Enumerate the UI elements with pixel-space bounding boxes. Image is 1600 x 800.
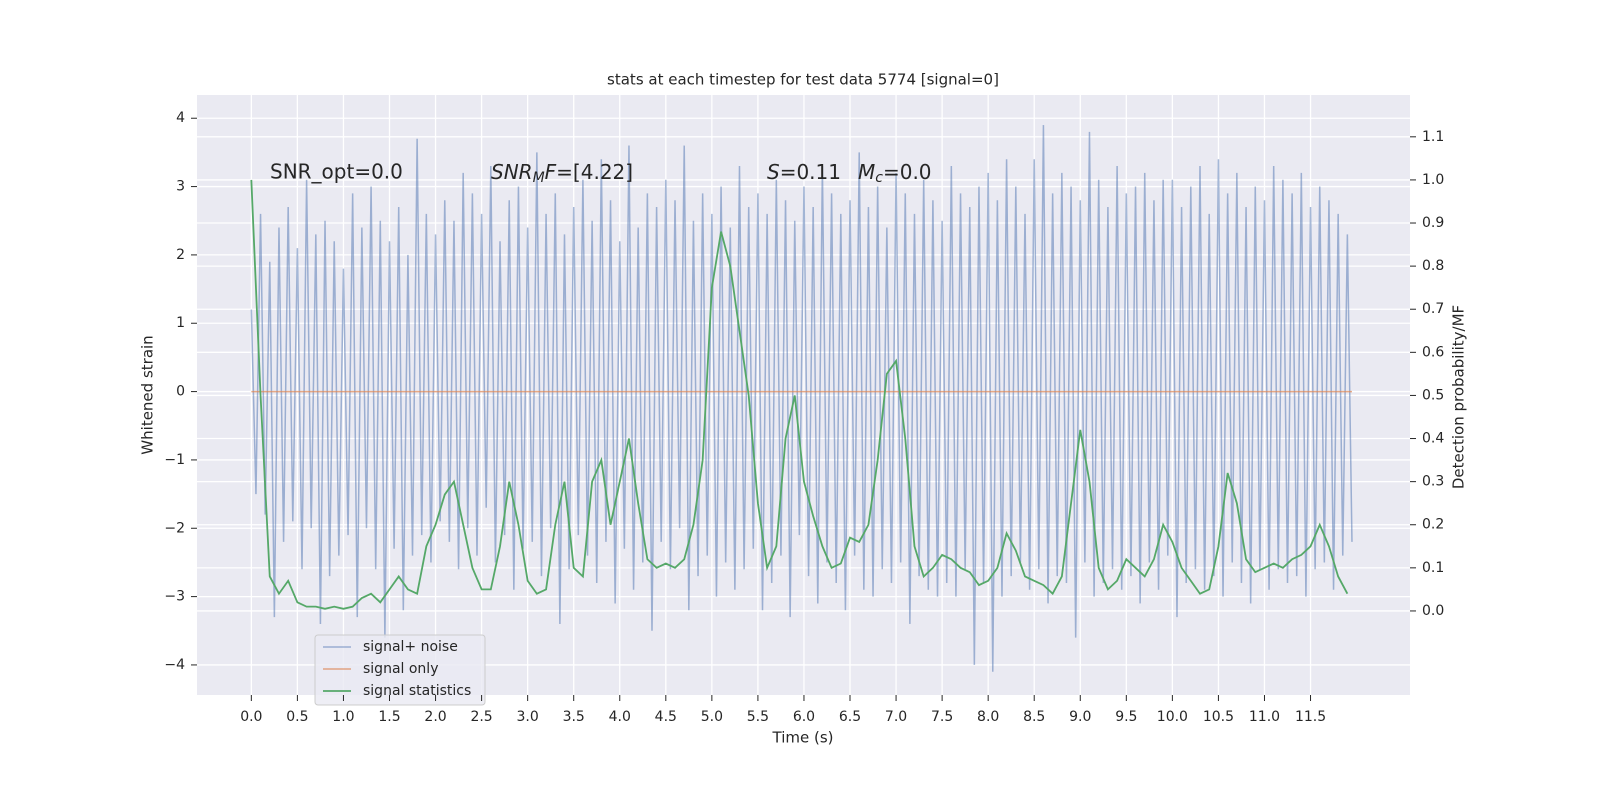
legend-label: signal statistics — [363, 683, 471, 699]
y2-tick-label: 0.4 — [1422, 431, 1444, 447]
y-tick-label: −4 — [164, 657, 185, 673]
legend-label: signal+ noise — [363, 639, 458, 655]
y2-tick-label: 0.3 — [1422, 474, 1444, 490]
annotation: SNRMF=[4.22] — [491, 160, 633, 187]
y-tick-label: 0 — [176, 384, 185, 400]
x-tick-label: 4.0 — [609, 709, 631, 725]
y2-tick-label: 0.6 — [1422, 344, 1444, 360]
x-tick-label: 7.0 — [885, 709, 907, 725]
legend-label: signal only — [363, 661, 438, 677]
y2-tick-label: 0.8 — [1422, 258, 1444, 274]
series-line — [250, 125, 1353, 672]
x-tick-label: 7.5 — [931, 709, 953, 725]
y2-axis-label: Detection probability/MF — [1450, 305, 1468, 489]
annotation-part: F — [545, 160, 557, 184]
y2-tick-label: 1.0 — [1422, 172, 1444, 188]
annotation-part: S — [767, 160, 780, 184]
x-tick-label: 8.0 — [977, 709, 999, 725]
x-tick-label: 2.5 — [470, 709, 492, 725]
annotation-part: M — [858, 160, 875, 184]
legend: signal+ noise signal only signal statistic… — [314, 634, 486, 706]
annotation-part: c — [875, 170, 883, 186]
x-tick-label: 5.5 — [747, 709, 769, 725]
x-axis-label: Time (s) — [772, 729, 834, 747]
x-tick-label: 6.5 — [839, 709, 861, 725]
x-tick-label: 11.5 — [1295, 709, 1326, 725]
annotation-part: SNR — [491, 160, 533, 184]
y2-tick-label: 0.1 — [1422, 560, 1444, 576]
y-tick-label: −1 — [164, 452, 185, 468]
annotations: SNR_opt=0.0 SNRMF=[4.22] S=0.11 Mc=0.0 — [270, 160, 932, 187]
x-tick-label: 0.5 — [286, 709, 308, 725]
x-tick-label: 0.0 — [240, 709, 262, 725]
y-tick-label: 1 — [176, 315, 185, 331]
y2-tick-label: 0.2 — [1422, 517, 1444, 533]
x-tick-label: 10.5 — [1203, 709, 1234, 725]
x-tick-label: 6.0 — [793, 709, 815, 725]
y2-tick-label: 0.0 — [1422, 603, 1444, 619]
legend-box — [314, 634, 486, 706]
annotation: SNR_opt=0.0 — [270, 160, 403, 184]
annotation-part: =0.11 — [780, 160, 841, 184]
annotation-part: =[4.22] — [556, 160, 633, 184]
series-line — [250, 179, 1349, 610]
y-tick-label: −3 — [164, 589, 185, 605]
x-tick-label: 10.0 — [1157, 709, 1188, 725]
x-tick-label: 5.0 — [701, 709, 723, 725]
x-tick-label: 3.0 — [517, 709, 539, 725]
y2-tick-label: 1.1 — [1422, 129, 1444, 145]
x-tick-label: 9.0 — [1069, 709, 1091, 725]
y2-tick-label: 0.7 — [1422, 301, 1444, 317]
annotation-part: =0.0 — [883, 160, 932, 184]
y-tick-label: 2 — [176, 247, 185, 263]
annotation: S=0.11 — [767, 160, 841, 184]
chart-title: stats at each timestep for test data 577… — [607, 71, 999, 89]
marks — [250, 125, 1353, 672]
x-tick-label: 9.5 — [1115, 709, 1137, 725]
x-tick-label: 8.5 — [1023, 709, 1045, 725]
annotation-part: M — [533, 170, 545, 186]
annotation: Mc=0.0 — [858, 160, 932, 187]
x-tick-label: 4.5 — [655, 709, 677, 725]
x-tick-label: 3.5 — [563, 709, 585, 725]
x-tick-label: 2.0 — [424, 709, 446, 725]
x-tick-label: 1.5 — [378, 709, 400, 725]
y2-tick-label: 0.9 — [1422, 215, 1444, 231]
y-tick-label: 4 — [176, 110, 185, 126]
x-tick-label: 11.0 — [1249, 709, 1280, 725]
y2-tick-label: 0.5 — [1422, 387, 1444, 403]
y-tick-label: 3 — [176, 179, 185, 195]
y-tick-label: −2 — [164, 520, 185, 536]
y-axis-label: Whitened strain — [139, 335, 157, 454]
x-tick-label: 1.0 — [332, 709, 354, 725]
